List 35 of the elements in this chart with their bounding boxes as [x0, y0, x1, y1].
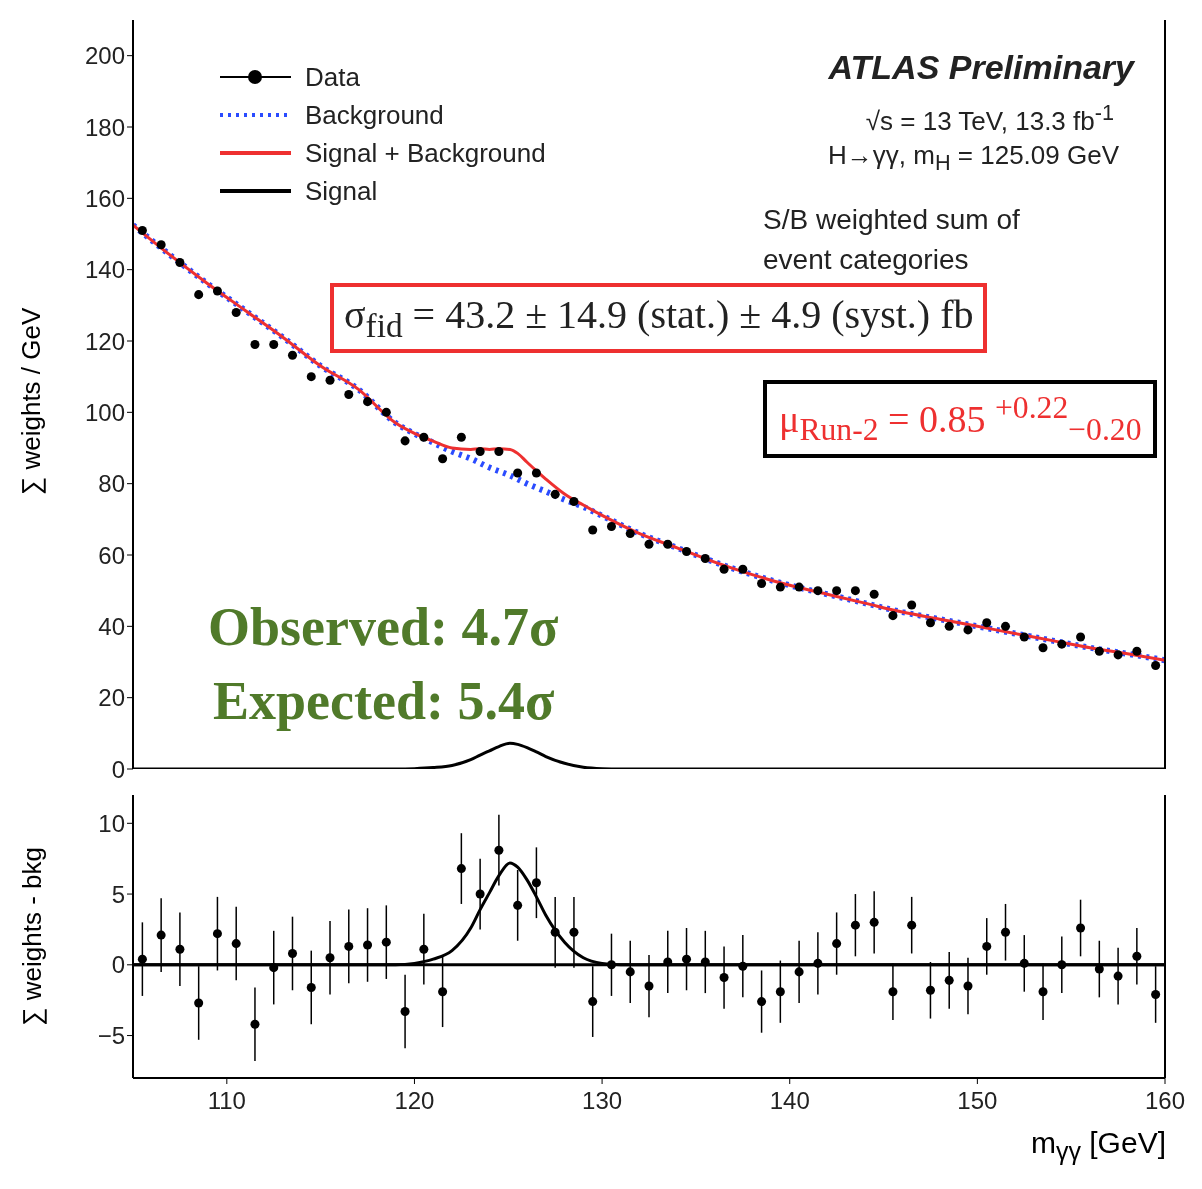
y-tick-label: 100: [84, 398, 125, 426]
x-axis-title: m$_{γγ}$ [GeV]: [1030, 1126, 1166, 1166]
legend-label: Data: [305, 61, 360, 93]
annotation: H→γγ, m$_{H}$ = 125.09 GeV: [828, 140, 1119, 177]
y-tick-label: 0: [111, 951, 125, 979]
annotation: S/B weighted sum of event categories: [763, 203, 1021, 277]
annotation: σ$_{fid}$ = 43.2 ± 14.9 (stat.) ± 4.9 (syst.) fb: [330, 283, 988, 353]
annotation: Expected: 5.4σ: [213, 670, 555, 732]
y-tick-label: 10: [98, 809, 125, 837]
y-axis-title: ∑ weights / GeV: [16, 307, 48, 496]
y-tick-label: 60: [98, 541, 125, 569]
x-tick-label: 130: [582, 1087, 623, 1115]
y-tick-label: 140: [84, 256, 125, 284]
legend-label: Background: [305, 99, 444, 131]
y-tick-label: 40: [98, 612, 125, 640]
legend-label: Signal: [305, 175, 378, 207]
y-tick-label: 120: [84, 327, 125, 355]
annotation: Observed: 4.7σ: [208, 596, 559, 658]
y-tick-label: 20: [98, 684, 125, 712]
y-tick-label: 0: [111, 755, 125, 783]
y-tick-label: 200: [84, 42, 125, 70]
x-tick-label: 110: [207, 1087, 246, 1115]
x-tick-label: 160: [1144, 1087, 1186, 1115]
y-tick-label: 160: [84, 184, 125, 212]
x-tick-label: 120: [394, 1087, 435, 1115]
annotation: √s = 13 TeV, 13.3 fb$^{-1}$: [865, 100, 1114, 137]
y-tick-label: 180: [84, 113, 125, 141]
y-tick-label: 80: [98, 470, 125, 498]
y-tick-label: 5: [111, 880, 125, 908]
y-tick-label: −5: [97, 1022, 125, 1050]
x-tick-label: 140: [769, 1087, 810, 1115]
legend-label: Signal + Background: [305, 137, 546, 169]
x-tick-label: 150: [957, 1087, 998, 1115]
annotation: ATLAS Preliminary: [828, 48, 1134, 87]
y-axis-title: ∑ weights - bkg: [16, 847, 48, 1026]
